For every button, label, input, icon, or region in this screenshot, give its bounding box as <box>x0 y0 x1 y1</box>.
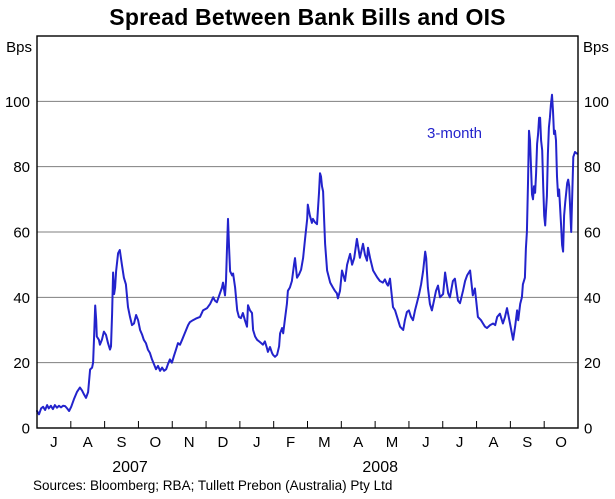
y-tick-label-left-20: 20 <box>13 355 30 372</box>
y-tick-label-right-0: 0 <box>584 421 592 438</box>
series-label-3-month: 3-month <box>427 125 483 142</box>
year-label-2008: 2008 <box>362 459 398 476</box>
x-month-label-2: S <box>117 434 127 451</box>
x-month-label-7: F <box>286 434 295 451</box>
x-month-label-13: A <box>488 434 498 451</box>
x-month-label-1: A <box>83 434 93 451</box>
x-month-label-9: A <box>353 434 363 451</box>
y-tick-label-left-100: 100 <box>5 94 30 111</box>
x-month-label-14: S <box>522 434 532 451</box>
y-tick-label-right-100: 100 <box>584 94 609 111</box>
plot-frame <box>36 35 579 429</box>
x-month-label-3: O <box>150 434 162 451</box>
x-month-label-8: M <box>318 434 331 451</box>
y-tick-label-left-40: 40 <box>13 290 30 307</box>
x-month-label-12: J <box>456 434 464 451</box>
x-month-label-15: O <box>555 434 567 451</box>
x-month-label-0: J <box>50 434 58 451</box>
x-month-label-6: J <box>253 434 261 451</box>
x-month-label-10: M <box>386 434 399 451</box>
y-tick-label-right-60: 60 <box>584 225 601 242</box>
spread-line-3-month <box>36 93 578 416</box>
year-label-2007: 2007 <box>112 459 148 476</box>
y-tick-label-right-20: 20 <box>584 355 601 372</box>
y-tick-label-right-80: 80 <box>584 159 601 176</box>
y-axis-unit-right: Bps <box>583 39 609 56</box>
x-month-label-5: D <box>218 434 229 451</box>
y-tick-label-left-80: 80 <box>13 159 30 176</box>
x-month-label-4: N <box>184 434 195 451</box>
y-tick-label-right-40: 40 <box>584 290 601 307</box>
chart-title: Spread Between Bank Bills and OIS <box>109 4 506 30</box>
y-tick-label-left-0: 0 <box>22 421 30 438</box>
y-axis-unit-left: Bps <box>6 39 32 56</box>
y-tick-label-left-60: 60 <box>13 225 30 242</box>
x-month-label-11: J <box>422 434 430 451</box>
source-note: Sources: Bloomberg; RBA; Tullett Prebon … <box>33 478 393 493</box>
